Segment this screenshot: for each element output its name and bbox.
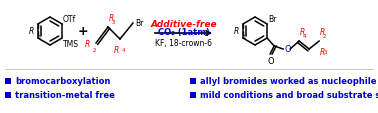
Text: R: R xyxy=(300,28,305,37)
Text: 3: 3 xyxy=(112,20,116,25)
Text: 1: 1 xyxy=(242,35,245,40)
Text: 2: 2 xyxy=(93,48,96,53)
Text: bromocarboxylation: bromocarboxylation xyxy=(15,77,110,86)
Text: mild conditions and broad substrate scope: mild conditions and broad substrate scop… xyxy=(200,91,378,100)
Text: R: R xyxy=(109,14,114,23)
Text: Br: Br xyxy=(268,15,276,24)
Text: +: + xyxy=(78,25,88,38)
Text: OTf: OTf xyxy=(63,15,76,24)
Text: O: O xyxy=(284,45,291,54)
Text: R: R xyxy=(234,27,239,36)
Text: 4: 4 xyxy=(122,48,125,53)
Text: allyl bromides worked as nucleophile: allyl bromides worked as nucleophile xyxy=(200,77,376,86)
Text: 1: 1 xyxy=(37,35,40,40)
Text: Additive-free: Additive-free xyxy=(150,20,217,29)
Text: R: R xyxy=(85,40,90,49)
Text: KF, 18-crown-6: KF, 18-crown-6 xyxy=(155,39,212,48)
Text: O: O xyxy=(268,56,274,65)
Text: Br: Br xyxy=(135,19,143,28)
Text: CO₂ (1atm): CO₂ (1atm) xyxy=(158,28,209,37)
Text: 4: 4 xyxy=(303,34,307,39)
Text: R: R xyxy=(320,28,325,37)
Text: transition-metal free: transition-metal free xyxy=(15,91,115,100)
Text: R: R xyxy=(29,27,34,36)
Text: R: R xyxy=(114,46,119,54)
Text: TMS: TMS xyxy=(63,40,79,49)
Text: R: R xyxy=(320,48,325,56)
Text: 2: 2 xyxy=(323,34,327,39)
Text: 3: 3 xyxy=(323,50,327,54)
